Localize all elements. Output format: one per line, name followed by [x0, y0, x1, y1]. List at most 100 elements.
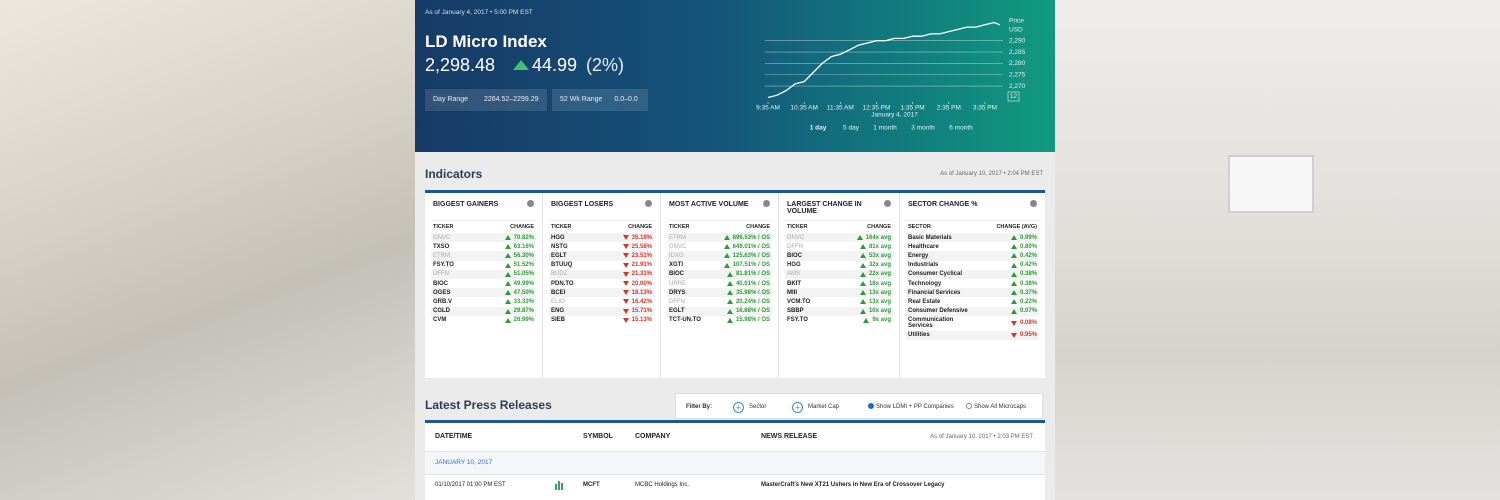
- day-range-box: Day Range 2264.52–2299.29: [425, 89, 547, 111]
- indicator-row[interactable]: Real Estate 0.22%: [906, 297, 1039, 306]
- indicator-row[interactable]: ELIO 16.42%: [549, 297, 654, 306]
- info-icon[interactable]: [884, 200, 891, 207]
- ticker: GNVC: [669, 243, 687, 250]
- direction-arrow: [622, 299, 629, 305]
- indicator-row[interactable]: DFFN 20.24% / OS: [667, 297, 772, 306]
- change: 81x avg: [859, 243, 891, 250]
- indicator-row[interactable]: PDN.TO 20.00%: [549, 279, 654, 288]
- index-header: As of January 4, 2017 • 5:00 PM EST LD M…: [415, 0, 1055, 152]
- indicator-row[interactable]: BIOC 81.81% / OS: [667, 269, 772, 279]
- change-value: 49.99%: [513, 280, 534, 287]
- date-label: January 4, 2017: [871, 112, 918, 119]
- indicator-row[interactable]: Utilities 0.95%: [906, 330, 1039, 341]
- range-button[interactable]: 6 month: [949, 125, 973, 132]
- change-value: 81.81% / OS: [735, 271, 770, 278]
- indicator-row[interactable]: Industrials 0.42%: [906, 261, 1039, 270]
- indicator-row[interactable]: NSTG 25.58%: [549, 242, 654, 251]
- release-symbol[interactable]: MCFT: [583, 482, 600, 488]
- indicator-row[interactable]: Technology 0.38%: [906, 279, 1039, 288]
- indicator-row[interactable]: BIOC 53x avg: [785, 251, 893, 261]
- ticker: ETRM: [433, 252, 450, 259]
- x-tick-label: 3:35 PM: [973, 105, 997, 112]
- indicator-row[interactable]: BCEI 18.13%: [549, 288, 654, 298]
- indicator-row[interactable]: HGG 35.19%: [549, 233, 654, 243]
- change: 0.80%: [1010, 244, 1037, 250]
- indicator-row[interactable]: MIII 13x avg: [785, 288, 893, 298]
- info-icon[interactable]: [527, 200, 534, 207]
- indicator-row[interactable]: FSY.TO 9x avg: [785, 316, 893, 325]
- option-ldmi[interactable]: Show LDMI + PP Companies: [876, 404, 954, 410]
- indicator-row[interactable]: AMS 22x avg: [785, 269, 893, 279]
- change: 13x avg: [859, 299, 891, 305]
- release-company[interactable]: MCBC Holdings Inc.: [635, 482, 690, 488]
- indicator-row[interactable]: SBBP 10x avg: [785, 306, 893, 316]
- plus-icon[interactable]: +: [733, 402, 744, 413]
- change-value: 16.42%: [631, 298, 652, 305]
- info-icon[interactable]: [1030, 200, 1037, 207]
- indicator-row[interactable]: Financial Services 0.37%: [906, 288, 1039, 298]
- indicator-row[interactable]: DFFN 81x avg: [785, 242, 893, 251]
- release-row[interactable]: 01/10/2017 01:00 PM EST MCFT MCBC Holdin…: [425, 474, 1045, 497]
- change-value: 18.13%: [631, 289, 652, 296]
- indicator-row[interactable]: CGLD 29.87%: [431, 306, 536, 316]
- indicator-row[interactable]: FSY.TO 51.52%: [431, 261, 536, 270]
- label: 52 Wk Range: [560, 96, 603, 103]
- indicator-row[interactable]: GNVC 164x avg: [785, 233, 893, 243]
- indicator-row[interactable]: VCM.TO 13x avg: [785, 297, 893, 306]
- change-value: 40.01% / OS: [735, 280, 770, 287]
- indicator-row[interactable]: TXSO 63.16%: [431, 242, 536, 251]
- range-button[interactable]: 3 month: [911, 125, 935, 132]
- chart-icon[interactable]: [555, 481, 564, 490]
- indicator-row[interactable]: EGLT 23.51%: [549, 251, 654, 261]
- filter-label: Filter By:: [686, 404, 713, 410]
- indicator-row[interactable]: GRB.V 33.33%: [431, 297, 536, 306]
- indicator-row[interactable]: GNVC 649.01% / OS: [667, 242, 772, 251]
- indicator-row[interactable]: Consumer Cyclical 0.38%: [906, 269, 1039, 279]
- indicator-row[interactable]: ETRM 896.53% / OS: [667, 233, 772, 243]
- indicator-row[interactable]: Healthcare 0.80%: [906, 242, 1039, 251]
- plus-icon[interactable]: +: [792, 402, 803, 413]
- indicator-row[interactable]: URRE 40.01% / OS: [667, 279, 772, 288]
- change-value: 0.38%: [1019, 271, 1037, 278]
- change-value: 29.87%: [513, 308, 534, 315]
- option-all[interactable]: Show All Microcaps: [974, 404, 1027, 410]
- indicator-row[interactable]: BKIT 18x avg: [785, 279, 893, 288]
- indicator-row[interactable]: DFFN 51.05%: [431, 269, 536, 279]
- change: 25.58%: [622, 244, 652, 250]
- indicator-row[interactable]: TCT-UN.TO 15.98% / OS: [667, 316, 772, 325]
- range-button[interactable]: 1 month: [873, 125, 897, 132]
- indicator-row[interactable]: EGLT 16.88% / OS: [667, 306, 772, 316]
- filter-market-cap[interactable]: Market Cap: [808, 404, 840, 410]
- indicator-row[interactable]: Basic Materials 0.99%: [906, 233, 1039, 243]
- range-button[interactable]: 5 day: [843, 125, 860, 132]
- indicator-row[interactable]: Consumer Defensive 0.07%: [906, 306, 1039, 316]
- release-date: 01/10/2017 01:00 PM EST: [435, 482, 506, 488]
- indicator-row[interactable]: Energy 0.42%: [906, 251, 1039, 261]
- indicator-row[interactable]: ETRM 56.30%: [431, 251, 536, 261]
- indicator-row[interactable]: ENG 15.71%: [549, 306, 654, 316]
- indicator-row[interactable]: DRYS 35.98% / OS: [667, 288, 772, 298]
- indicator-row[interactable]: XGTI 107.51% / OS: [667, 261, 772, 270]
- indicator-row[interactable]: OGES 47.50%: [431, 288, 536, 298]
- indicator-row[interactable]: IDXG 125.63% / OS: [667, 251, 772, 261]
- indicator-row[interactable]: BTUUQ 21.91%: [549, 261, 654, 270]
- indicator-row[interactable]: BIOC 49.99%: [431, 279, 536, 288]
- direction-arrow: [1010, 308, 1017, 314]
- info-icon[interactable]: [645, 200, 652, 207]
- indicator-row[interactable]: GNVC 70.82%: [431, 233, 536, 243]
- background-photo: [0, 0, 415, 500]
- radio[interactable]: [966, 403, 972, 409]
- indicator-row[interactable]: BUDZ 21.31%: [549, 269, 654, 279]
- indicator-row[interactable]: HGG 32x avg: [785, 261, 893, 270]
- filter-sector[interactable]: Sector: [749, 404, 767, 410]
- info-icon[interactable]: [763, 200, 770, 207]
- indicator-row[interactable]: CVM 26.99%: [431, 316, 536, 325]
- range-button[interactable]: 1 day: [810, 125, 827, 132]
- change-value: 81x avg: [868, 243, 891, 250]
- release-title[interactable]: MasterCraft's New XT21 Ushers in New Era…: [761, 482, 945, 488]
- indicator-row[interactable]: Communication Services 0.08%: [906, 316, 1039, 331]
- radio-selected[interactable]: [868, 403, 874, 409]
- direction-arrow: [859, 308, 866, 314]
- indicator-row[interactable]: SIEB 15.13%: [549, 316, 654, 325]
